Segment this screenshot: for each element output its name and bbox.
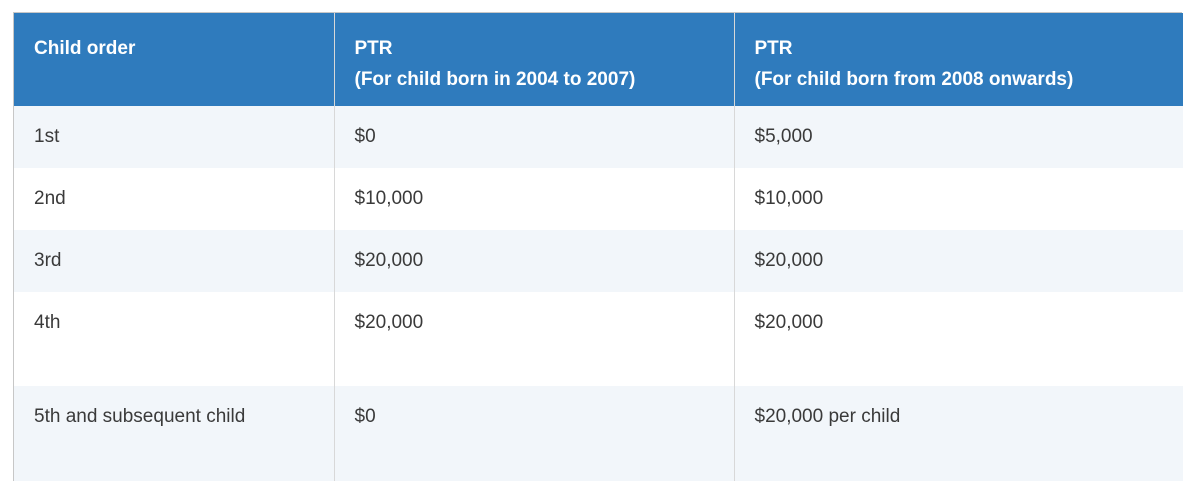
ptr-table-container: Child order PTR (For child born in 2004 …: [13, 12, 1183, 481]
cell-ptr-2008-onwards: $20,000: [733, 230, 1183, 292]
table-row: 3rd $20,000 $20,000: [14, 230, 1183, 292]
cell-child-order: 5th and subsequent child: [34, 406, 246, 427]
cell-ptr-2008-onwards: $20,000: [733, 292, 1183, 386]
header-ptr-2004-2007-subtitle: (For child born in 2004 to 2007): [354, 69, 636, 90]
ptr-table: Child order PTR (For child born in 2004 …: [14, 13, 1183, 481]
header-ptr-2004-2007: PTR (For child born in 2004 to 2007): [333, 13, 734, 106]
cell-ptr-2004-2007: $0: [333, 386, 734, 481]
cell-ptr-2004-2007: $0: [333, 106, 734, 168]
cell-ptr-2008-onwards: $5,000: [733, 106, 1183, 168]
table-body: 1st $0 $5,000 2nd $10,000 $10,000 3rd $2…: [14, 106, 1183, 481]
header-row: Child order PTR (For child born in 2004 …: [14, 13, 1183, 106]
table-row: 2nd $10,000 $10,000: [14, 168, 1183, 230]
cell-ptr-2008-onwards: $20,000 per child: [733, 386, 1183, 481]
cell-child-order: 1st: [34, 126, 60, 147]
header-child-order-label: Child order: [34, 38, 136, 59]
header-child-order: Child order: [14, 13, 334, 106]
cell-child-order: 3rd: [34, 250, 62, 271]
cell-child-order: 2nd: [34, 188, 66, 209]
cell-child-order: 4th: [34, 312, 61, 333]
table-header: Child order PTR (For child born in 2004 …: [14, 13, 1183, 106]
header-ptr-2004-2007-title: PTR: [354, 38, 393, 59]
table-row: 1st $0 $5,000: [14, 106, 1183, 168]
cell-ptr-2004-2007: $10,000: [333, 168, 734, 230]
cell-ptr-2008-onwards: $10,000: [733, 168, 1183, 230]
cell-ptr-2004-2007: $20,000: [333, 230, 734, 292]
header-ptr-2008-onwards: PTR (For child born from 2008 onwards): [733, 13, 1183, 106]
header-ptr-2008-onwards-subtitle: (For child born from 2008 onwards): [754, 69, 1074, 90]
cell-ptr-2004-2007: $20,000: [333, 292, 734, 386]
header-ptr-2008-onwards-title: PTR: [754, 38, 793, 59]
table-row: 4th $20,000 $20,000: [14, 292, 1183, 386]
table-row: 5th and subsequent child $0 $20,000 per …: [14, 386, 1183, 481]
